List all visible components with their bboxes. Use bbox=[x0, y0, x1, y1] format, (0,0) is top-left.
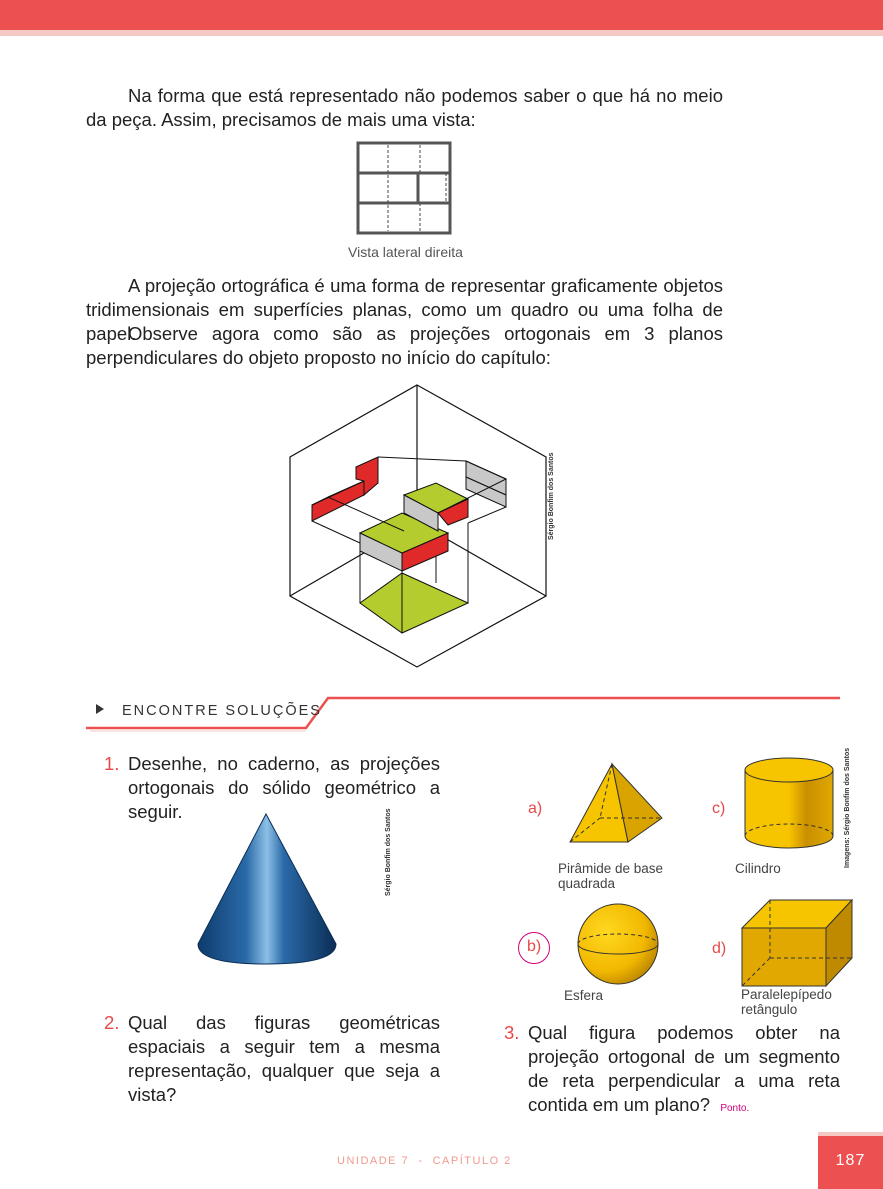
question-3-text-content: Qual figura podemos obter na projeção or… bbox=[528, 1022, 840, 1115]
shape-a-caption-line2: quadrada bbox=[558, 876, 616, 891]
paragraph-projection: A projeção ortográfica é uma forma de re… bbox=[86, 275, 723, 344]
projection-illustration bbox=[289, 384, 547, 668]
footer-separator: - bbox=[418, 1155, 424, 1167]
question-2-number: 2. bbox=[104, 1012, 120, 1033]
pyramid-image bbox=[569, 762, 663, 843]
answer-circle bbox=[518, 932, 550, 964]
shape-b-label: b) bbox=[527, 938, 542, 955]
page-number-box bbox=[818, 1136, 883, 1189]
shape-d-caption-line1: Paralelepípedo bbox=[741, 987, 832, 1002]
shape-c-caption: Cilindro bbox=[735, 861, 781, 876]
shape-a-caption-line1: Pirâmide de base bbox=[558, 861, 664, 876]
question-2-text: Qual das figuras geométricas espaciais a… bbox=[128, 1012, 440, 1105]
shape-a-label: a) bbox=[528, 800, 543, 817]
section-header-decoration bbox=[86, 696, 840, 732]
cone-image bbox=[197, 812, 337, 965]
shape-d-label: d) bbox=[712, 940, 727, 957]
question-3-text: Qual figura podemos obter na projeção or… bbox=[528, 1021, 840, 1121]
shape-c-label: c) bbox=[712, 800, 726, 817]
shape-d-caption-line2: retângulo bbox=[741, 1002, 798, 1017]
cone-credit: Sérgio Bonfim dos Santos bbox=[385, 808, 392, 896]
shape-d-caption: Paralelepípedo retângulo bbox=[741, 987, 832, 1017]
question-1-number: 1. bbox=[104, 753, 120, 774]
footer-chapter: UNIDADE 7 - CAPÍTULO 2 bbox=[337, 1155, 512, 1167]
question-1-text: Desenhe, no caderno, as projeções ortogo… bbox=[128, 753, 440, 822]
cylinder-image bbox=[744, 757, 834, 849]
shape-b-caption: Esfera bbox=[564, 988, 604, 1003]
section-arrow-icon bbox=[96, 704, 104, 714]
page-number: 187 bbox=[835, 1152, 866, 1169]
shape-a-caption: Pirâmide de base quadrada bbox=[558, 861, 663, 891]
illustration-credit: Sérgio Bonfim dos Santos bbox=[548, 452, 555, 540]
shapes-credit: Imagens: Sérgio Bonfim dos Santos bbox=[844, 747, 851, 868]
side-view-drawing bbox=[356, 141, 452, 235]
question-3-number: 3. bbox=[504, 1022, 520, 1043]
section-title: ENCONTRE SOLUÇÕES bbox=[122, 703, 322, 719]
footer-unit: UNIDADE 7 bbox=[337, 1155, 410, 1167]
sphere-image bbox=[577, 903, 659, 985]
footer-chapter-name: CAPÍTULO 2 bbox=[432, 1155, 512, 1167]
intro-paragraph: Na forma que está representado não podem… bbox=[86, 85, 723, 130]
page-number-box-top bbox=[818, 1132, 883, 1136]
side-view-caption: Vista lateral direita bbox=[348, 244, 463, 260]
header-bar-light bbox=[0, 30, 883, 36]
header-bar bbox=[0, 0, 883, 30]
paragraph-observe: Observe agora como são as projeções orto… bbox=[86, 323, 723, 368]
parallelepiped-image bbox=[740, 898, 854, 988]
question-3-answer: Ponto. bbox=[720, 1103, 750, 1114]
